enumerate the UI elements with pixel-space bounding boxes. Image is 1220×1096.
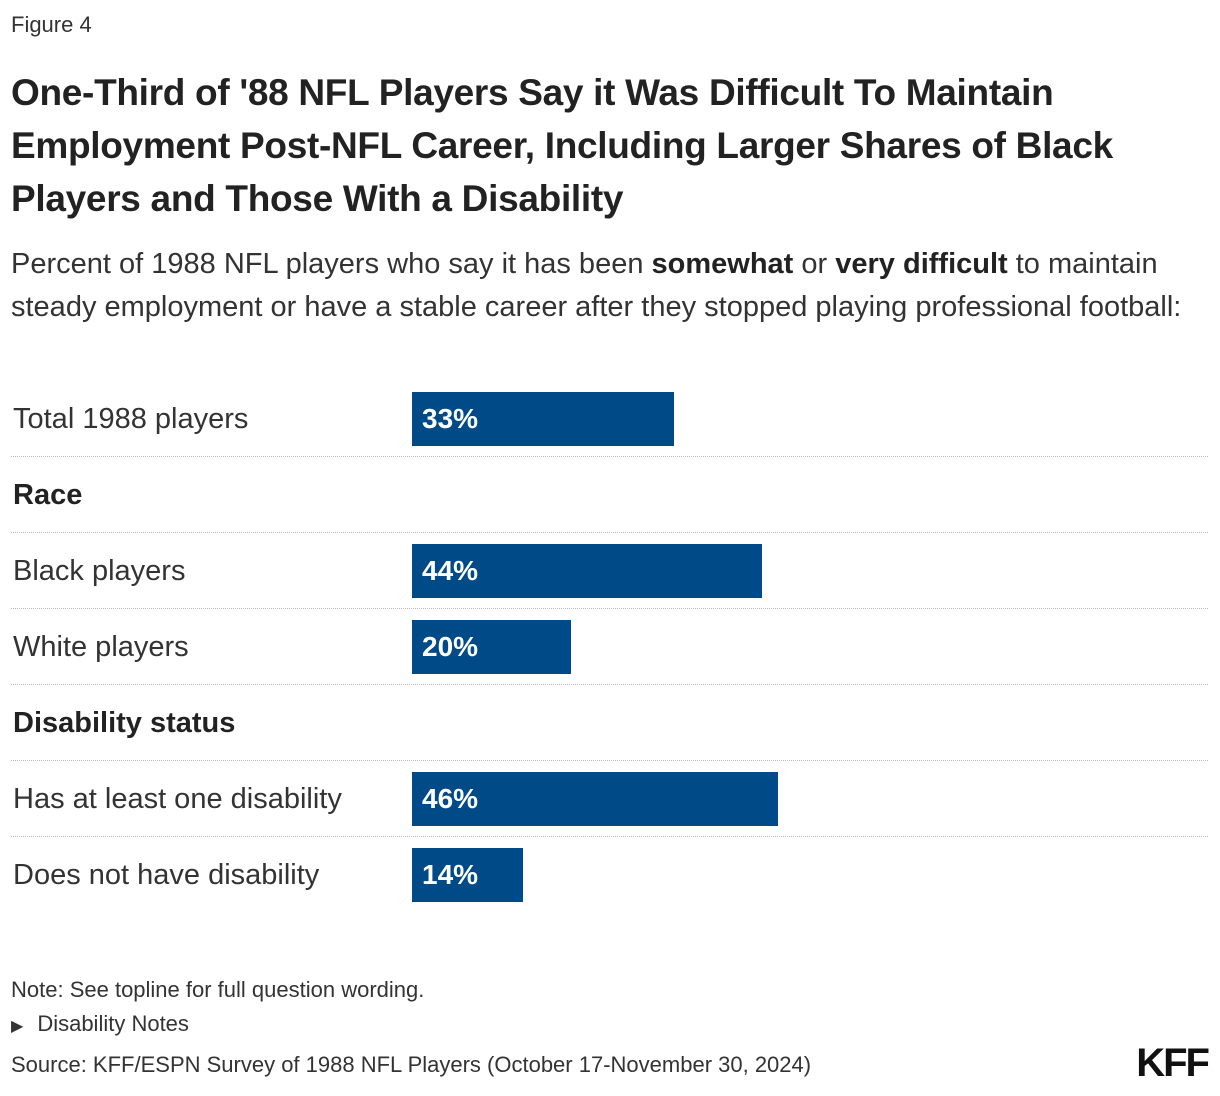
group-header: Race bbox=[13, 479, 83, 511]
subtitle-text: or bbox=[793, 248, 836, 280]
bar: 46% bbox=[412, 772, 778, 826]
data-label: 20% bbox=[422, 631, 479, 662]
bar-row: White players 20% bbox=[11, 609, 1208, 685]
figure-label: Figure 4 bbox=[11, 12, 92, 37]
category-label: Black players bbox=[13, 555, 186, 587]
bar-chart: Total 1988 players 33% Race Black players 44… bbox=[11, 381, 1208, 913]
category-label: Does not have disability bbox=[13, 859, 320, 891]
category-label: Has at least one disability bbox=[13, 783, 342, 815]
bar-row: Total 1988 players 33% bbox=[11, 381, 1208, 457]
category-label: Total 1988 players bbox=[13, 403, 249, 435]
kff-logo: KFF bbox=[1136, 1041, 1210, 1085]
subtitle-text: Percent of 1988 NFL players who say it h… bbox=[11, 248, 652, 280]
group-header-row: Race bbox=[11, 457, 1208, 533]
bar-row: Does not have disability 14% bbox=[11, 837, 1208, 913]
note: Note: See topline for full question word… bbox=[11, 977, 425, 1002]
chart-subtitle: Percent of 1988 NFL players who say it h… bbox=[11, 243, 1211, 329]
source: Source: KFF/ESPN Survey of 1988 NFL Play… bbox=[11, 1052, 812, 1077]
bar: 33% bbox=[412, 392, 675, 446]
subtitle-emphasis: somewhat bbox=[651, 248, 794, 280]
chart-title: One-Third of '88 NFL Players Say it Was … bbox=[11, 72, 1113, 219]
bar: 20% bbox=[412, 620, 571, 674]
bar-row: Black players 44% bbox=[11, 533, 1208, 609]
disability-notes-toggle[interactable]: ▶ Disability Notes bbox=[11, 1011, 189, 1037]
group-header: Disability status bbox=[13, 707, 236, 739]
subtitle-text: to maintain steady employment or have a … bbox=[11, 248, 1182, 323]
data-label: 14% bbox=[422, 859, 479, 890]
group-header-row: Disability status bbox=[11, 685, 1208, 761]
bar: 44% bbox=[412, 544, 762, 598]
data-label: 33% bbox=[422, 403, 479, 434]
bar: 14% bbox=[412, 848, 524, 902]
triangle-right-icon: ▶ bbox=[11, 1018, 24, 1035]
bar-row: Has at least one disability 46% bbox=[11, 761, 1208, 837]
data-label: 46% bbox=[422, 783, 479, 814]
disability-notes-label: Disability Notes bbox=[37, 1011, 189, 1036]
subtitle-emphasis: very difficult bbox=[835, 248, 1008, 280]
category-label: White players bbox=[13, 631, 189, 663]
data-label: 44% bbox=[422, 555, 479, 586]
